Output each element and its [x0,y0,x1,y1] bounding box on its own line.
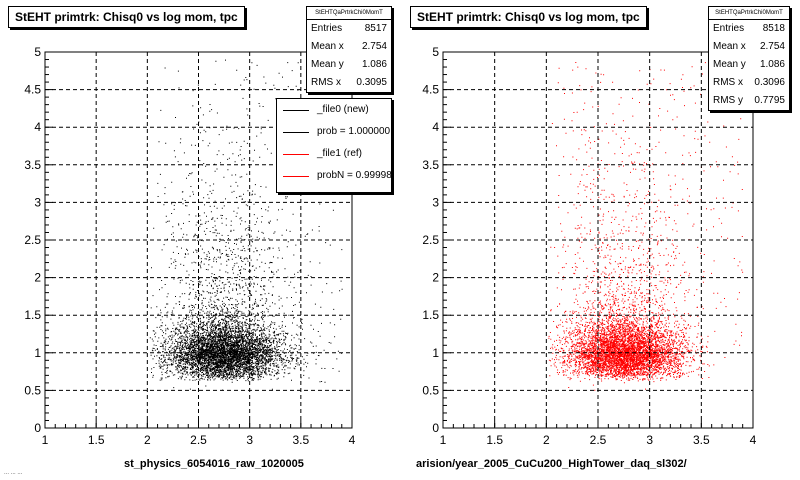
x-tick-label: 1 [42,433,49,447]
legend-entry: probN = 0.999989 [277,165,391,187]
right-stats-row: RMS y 0.7795 [713,95,785,106]
x-tick-label: 3 [246,433,253,447]
y-tick-label: 1 [34,346,41,360]
right-stats-row: RMS x 0.3096 [713,77,785,88]
y-tick-label: 0 [432,421,439,435]
y-tick-label: 0.5 [422,383,439,397]
left-stats-row: RMS x 0.3095 [311,77,387,88]
y-tick-label: 2.5 [422,233,439,247]
y-tick-label: 2 [34,271,41,285]
left-stats-row: Entries 8517 [311,23,387,34]
x-tick-label: 3.5 [693,433,710,447]
x-tick-label: 1 [440,433,447,447]
x-tick-label: 2.5 [590,433,607,447]
legend-entry: _file1 (ref) [277,143,391,165]
y-tick-label: 3 [432,195,439,209]
right-scatter-panel: 1 1.5 2 2.5 3 3.5 4 0 0.5 1 1.5 2 2.5 3 3.5 4 4.5 5 [422,45,756,447]
left-plot-title: StEHT primtrk: Chisq0 vs log mom, tpc [8,6,245,28]
y-tick-label: 3.5 [422,158,439,172]
scatter-points [149,59,343,391]
x-tick-label: 1.5 [88,433,105,447]
grid-lines [443,52,753,428]
x-tick-label: 2 [543,433,550,447]
right-stats-row: Mean y 1.086 [713,59,785,70]
y-tick-label: 0.5 [24,383,41,397]
y-tick-label: 1 [432,346,439,360]
left-legend: _file0 (new) prob = 1.000000 _file1 (ref… [276,98,392,193]
x-tick-label: 1.5 [486,433,503,447]
right-stats-row: Mean x 2.754 [713,41,785,52]
right-stats-name: StEHTQaPrtrkChi0MomT [709,7,789,20]
x-tick-label: 4 [349,433,356,447]
right-bottom-label: arision/year_2005_CuCu200_HighTower_daq_… [416,458,687,470]
left-footer-small: ... ... ... [4,470,23,476]
y-tick-label: 4.5 [24,83,41,97]
scatter-point-cloud [149,59,343,391]
y-tick-label: 1.5 [24,308,41,322]
x-tick-label: 3.5 [292,433,309,447]
y-tick-label: 2.5 [24,233,41,247]
y-tick-label: 4.5 [422,83,439,97]
left-bottom-label: st_physics_6054016_raw_1020005 [124,458,304,470]
x-tick-label: 4 [750,433,757,447]
right-plot-title: StEHT primtrk: Chisq0 vs log mom, tpc [410,6,647,28]
left-stats-name: StEHTQaPrtrkChi0MomT [307,7,391,20]
left-stats-row: Mean x 2.754 [311,41,387,52]
y-tick-label: 3 [34,195,41,209]
left-stats-row: Mean y 1.086 [311,59,387,70]
legend-entry: _file0 (new) [277,99,391,121]
x-tick-label: 3 [646,433,653,447]
y-tick-label: 5 [34,45,41,59]
y-tick-label: 2 [432,271,439,285]
x-tick-label: 2.5 [190,433,207,447]
y-tick-label: 0 [34,421,41,435]
y-tick-label: 3.5 [24,158,41,172]
right-stats-row: Entries 8518 [713,23,785,34]
y-tick-label: 4 [34,120,41,134]
y-tick-label: 4 [432,120,439,134]
y-tick-label: 1.5 [422,308,439,322]
y-tick-label: 5 [432,45,439,59]
x-tick-label: 2 [144,433,151,447]
legend-entry: prob = 1.000000 [277,121,391,143]
